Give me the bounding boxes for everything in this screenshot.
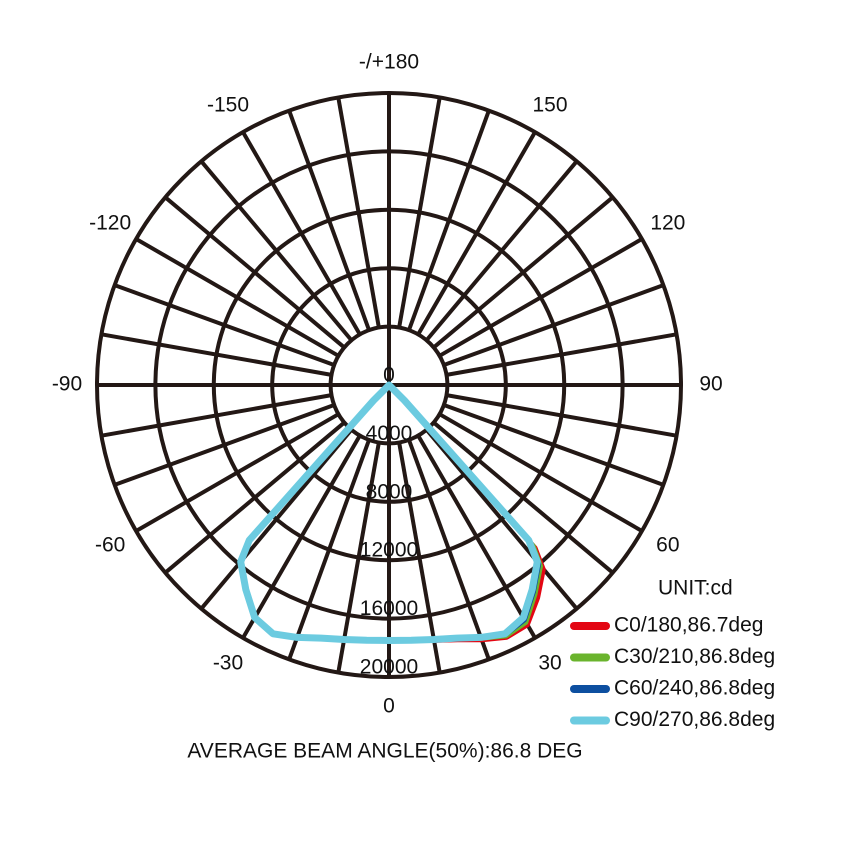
spoke (336, 97, 381, 328)
spoke (241, 131, 362, 336)
theta-tick-label: -60 (95, 534, 125, 557)
spoke (416, 434, 537, 639)
theta-tick-label: -150 (207, 94, 249, 117)
spoke (425, 428, 579, 610)
theta-tick-label: 60 (656, 534, 679, 557)
legend-label: C30/210,86.8deg (614, 645, 775, 668)
theta-tick-label: 0 (383, 695, 395, 718)
legend-label: C60/240,86.8deg (614, 677, 775, 700)
spoke (407, 439, 491, 661)
r-tick-label: 20000 (360, 656, 418, 679)
theta-tick-label: -90 (52, 373, 82, 396)
spoke (164, 195, 346, 349)
spoke (446, 393, 677, 438)
footer: AVERAGE BEAM ANGLE(50%):86.8 DEG (187, 740, 582, 763)
spoke (336, 442, 381, 673)
spoke (432, 421, 614, 575)
spoke (135, 412, 340, 533)
spoke (407, 109, 491, 331)
spoke (199, 428, 353, 610)
spoke (397, 442, 442, 673)
theta-tick-label: -30 (213, 651, 243, 674)
spoke (443, 403, 665, 487)
spoke (443, 283, 665, 367)
spoke (397, 97, 442, 328)
theta-tick-label: 90 (699, 373, 722, 396)
spoke (438, 412, 643, 533)
spoke (241, 434, 362, 639)
spoke (113, 403, 335, 487)
r-tick-label: 8000 (366, 480, 413, 503)
legend-label: C0/180,86.7deg (614, 614, 763, 637)
curve (237, 381, 541, 644)
spoke (101, 393, 332, 438)
spoke (432, 195, 614, 349)
spoke (113, 283, 335, 367)
spoke (287, 109, 371, 331)
spoke (101, 332, 332, 377)
theta-tick-label: -120 (89, 212, 131, 235)
spoke (135, 237, 340, 358)
spoke (425, 160, 579, 342)
r-tick-label: 4000 (366, 422, 413, 445)
spoke (438, 237, 643, 358)
theta-tick-label: 150 (532, 94, 567, 117)
spoke (164, 421, 346, 575)
spoke (287, 439, 371, 661)
theta-tick-label: 120 (650, 212, 685, 235)
spoke (199, 160, 353, 342)
legend-label: C90/270,86.8deg (614, 708, 775, 731)
r-tick-label: 0 (383, 364, 395, 387)
unit-label: UNIT:cd (658, 577, 733, 600)
r-tick-label: 16000 (360, 597, 418, 620)
spoke (416, 131, 537, 336)
r-tick-label: 12000 (360, 539, 418, 562)
theta-tick-label: 30 (538, 651, 561, 674)
theta-tick-label: -/+180 (359, 51, 419, 74)
spoke (446, 332, 677, 377)
